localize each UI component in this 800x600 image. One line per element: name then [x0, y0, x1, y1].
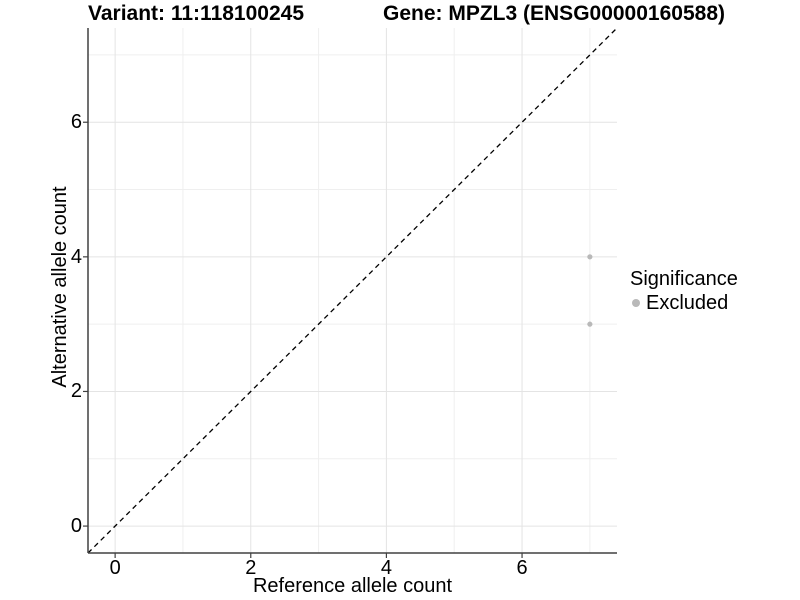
gene-title: Gene: MPZL3 (ENSG00000160588)	[383, 2, 725, 25]
legend-item-label: Excluded	[646, 292, 729, 314]
legend-item-excluded: Excluded	[630, 292, 738, 314]
variant-title: Variant: 11:118100245	[88, 2, 305, 25]
identity-line	[87, 28, 618, 554]
x-tick-label: 0	[109, 557, 121, 579]
legend: Significance Excluded	[630, 268, 738, 314]
data-point	[587, 254, 593, 260]
y-tick-label: 0	[70, 515, 82, 538]
x-tick-label: 4	[380, 557, 392, 579]
legend-title: Significance	[630, 268, 738, 290]
x-axis-label: Reference allele count	[252, 575, 452, 597]
y-tick-label: 6	[70, 111, 82, 134]
y-tick-label: 4	[70, 245, 82, 268]
y-tick-label: 2	[70, 380, 82, 403]
plot-panel	[83, 28, 618, 558]
x-tick-label: 6	[516, 557, 528, 579]
x-tick-label: 2	[245, 557, 257, 579]
y-axis-label: Alternative allele count	[49, 186, 71, 388]
excluded-point-icon	[632, 299, 640, 307]
data-point	[587, 321, 593, 327]
